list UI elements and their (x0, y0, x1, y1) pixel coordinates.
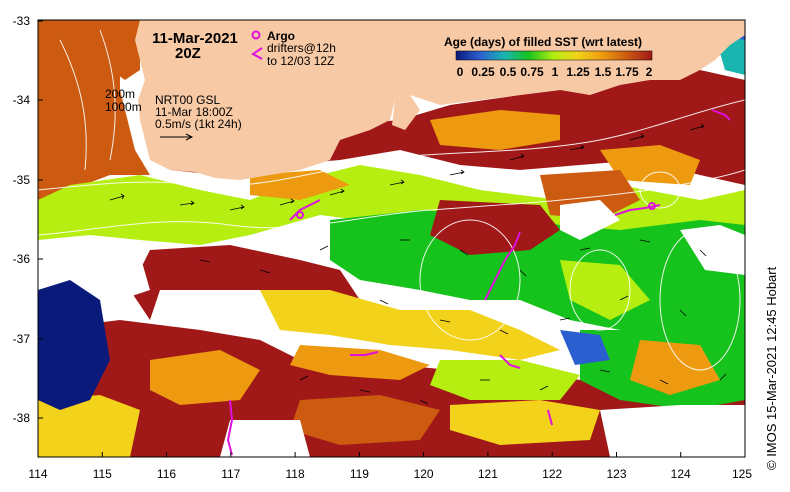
drifter-legend-period: to 12/03 12Z (267, 54, 334, 68)
x-tick-label: 114 (28, 467, 47, 481)
x-tick-label: 117 (221, 467, 240, 481)
map-plot-area (38, 20, 745, 457)
y-tick-label: -34 (13, 93, 31, 107)
argo-legend-label: Argo (267, 29, 295, 43)
x-tick-label: 121 (478, 467, 498, 481)
legend-colorbar (455, 50, 653, 61)
legend-tick: 0.75 (520, 65, 544, 79)
x-tick-label: 115 (93, 467, 112, 481)
bathymetry-contours (38, 29, 745, 371)
argo-legend-icon (251, 30, 261, 40)
map-time: 20Z (175, 45, 201, 62)
legend-tick: 0.5 (500, 65, 517, 79)
y-tick-label: -35 (13, 173, 31, 187)
y-tick-label: -38 (13, 411, 31, 425)
legend-tick: 2 (646, 65, 653, 79)
y-tick-label: -37 (13, 332, 31, 346)
legend-tick: 1.25 (566, 65, 590, 79)
legend-tick: 1 (552, 65, 559, 79)
x-tick-label: 125 (732, 467, 752, 481)
x-tick-label: 122 (542, 467, 562, 481)
y-tick-label: -33 (13, 14, 31, 28)
x-tick-label: 120 (414, 467, 434, 481)
sst-age-field (38, 20, 745, 457)
scale-arrow (160, 133, 194, 141)
y-axis-labels: -33 -34 -35 -36 -37 -38 (13, 14, 31, 425)
legend-tick: 0.25 (471, 65, 495, 79)
drifter-legend-icon (251, 47, 263, 60)
legend-tick: 1.5 (595, 65, 612, 79)
contour-label-200m: 200m (105, 87, 135, 101)
color-legend: Age (days) of filled SST (wrt latest) 0 … (444, 35, 653, 79)
drifter-legend-label: drifters@12h (267, 41, 336, 55)
imos-credit: © IMOS 15-Mar-2021 12:45 Hobart (764, 266, 779, 470)
x-tick-label: 118 (286, 467, 305, 481)
x-tick-label: 119 (350, 467, 369, 481)
scale-label: 0.5m/s (1kt 24h) (155, 117, 242, 131)
drifter-tracks (226, 109, 731, 456)
x-tick-label: 116 (157, 467, 176, 481)
legend-title: Age (days) of filled SST (wrt latest) (444, 35, 642, 49)
x-axis-ticks (37, 452, 746, 457)
legend-tick: 0 (457, 65, 464, 79)
y-axis-ticks (38, 20, 43, 419)
product-name: NRT00 GSL (155, 93, 220, 107)
product-time: 11-Mar 18:00Z (155, 105, 233, 119)
contour-label-1000m: 1000m (105, 100, 142, 114)
x-axis-labels: 114 115 116 117 118 119 120 121 122 123 … (28, 467, 752, 481)
x-tick-label: 124 (671, 467, 691, 481)
x-tick-label: 123 (606, 467, 626, 481)
legend-tick: 1.75 (615, 65, 639, 79)
current-vectors (109, 123, 727, 405)
y-tick-label: -36 (13, 252, 31, 266)
argo-floats (296, 202, 656, 219)
map-date: 11-Mar-2021 (152, 30, 238, 47)
